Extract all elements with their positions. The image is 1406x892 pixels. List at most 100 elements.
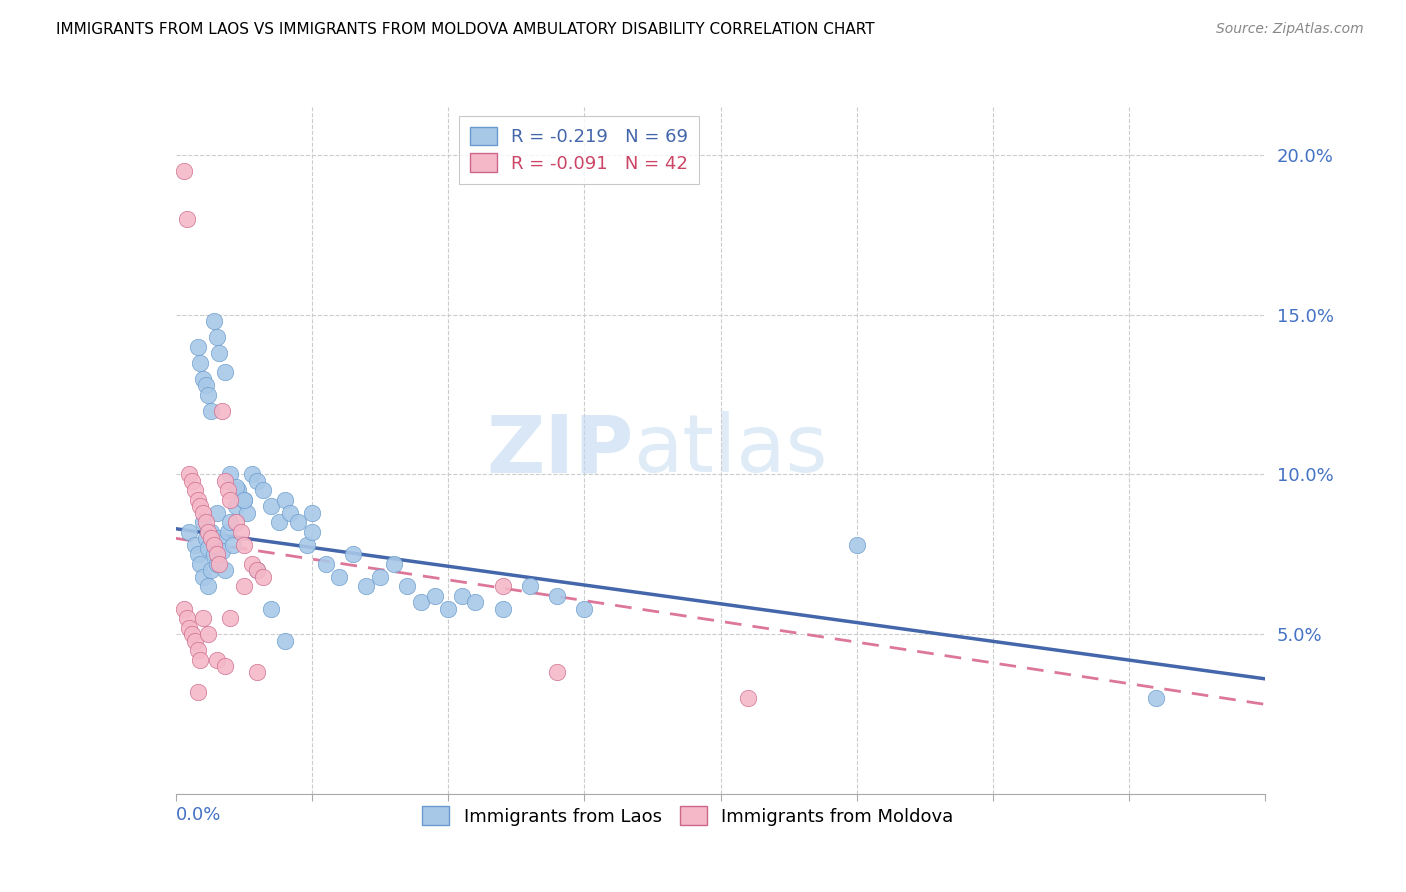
Point xyxy=(546,589,568,603)
Point xyxy=(450,589,472,603)
Point xyxy=(200,563,222,577)
Text: 0.0%: 0.0% xyxy=(176,806,221,824)
Point xyxy=(191,569,214,583)
Point xyxy=(328,569,350,583)
Point xyxy=(356,579,378,593)
Point xyxy=(315,557,337,571)
Point xyxy=(252,569,274,583)
Point xyxy=(188,500,211,514)
Point xyxy=(214,365,236,379)
Text: IMMIGRANTS FROM LAOS VS IMMIGRANTS FROM MOLDOVA AMBULATORY DISABILITY CORRELATIO: IMMIGRANTS FROM LAOS VS IMMIGRANTS FROM … xyxy=(56,22,875,37)
Point xyxy=(202,538,225,552)
Point xyxy=(186,493,209,508)
Point xyxy=(396,579,419,593)
Text: Source: ZipAtlas.com: Source: ZipAtlas.com xyxy=(1216,22,1364,37)
Point xyxy=(231,524,253,539)
Point xyxy=(492,579,515,593)
Point xyxy=(222,538,245,552)
Point xyxy=(184,483,207,498)
Point xyxy=(260,500,283,514)
Point xyxy=(188,557,211,571)
Point xyxy=(186,684,209,698)
Point xyxy=(184,538,207,552)
Point xyxy=(197,541,219,555)
Point xyxy=(214,563,236,577)
Point xyxy=(219,493,242,508)
Point xyxy=(188,356,211,370)
Point xyxy=(217,524,239,539)
Point xyxy=(214,474,236,488)
Point xyxy=(217,483,239,498)
Point xyxy=(176,211,198,226)
Point xyxy=(301,524,323,539)
Point xyxy=(219,516,242,530)
Point xyxy=(246,665,269,680)
Point xyxy=(205,653,228,667)
Point xyxy=(225,480,247,494)
Point xyxy=(368,569,391,583)
Point xyxy=(278,506,301,520)
Point xyxy=(546,665,568,680)
Point xyxy=(295,538,318,552)
Point xyxy=(202,547,225,561)
Point xyxy=(252,483,274,498)
Point xyxy=(519,579,541,593)
Point xyxy=(176,611,198,625)
Point xyxy=(246,474,269,488)
Point xyxy=(194,516,217,530)
Point xyxy=(197,387,219,401)
Point xyxy=(194,531,217,545)
Point xyxy=(179,621,201,635)
Point xyxy=(184,633,207,648)
Point xyxy=(211,403,233,417)
Point xyxy=(232,493,254,508)
Point xyxy=(200,403,222,417)
Point xyxy=(211,544,233,558)
Point xyxy=(186,547,209,561)
Point xyxy=(737,691,759,706)
Point xyxy=(219,611,242,625)
Point xyxy=(181,474,204,488)
Text: ZIP: ZIP xyxy=(486,411,633,490)
Point xyxy=(188,653,211,667)
Point xyxy=(208,557,231,571)
Point xyxy=(200,531,222,545)
Point xyxy=(191,516,214,530)
Point xyxy=(186,643,209,657)
Point xyxy=(197,579,219,593)
Point xyxy=(240,467,263,482)
Point xyxy=(179,467,201,482)
Point xyxy=(205,547,228,561)
Point xyxy=(274,633,297,648)
Point xyxy=(191,371,214,385)
Point xyxy=(228,483,250,498)
Point xyxy=(186,340,209,354)
Point xyxy=(173,164,195,178)
Point xyxy=(574,601,596,615)
Point xyxy=(382,557,405,571)
Point xyxy=(205,506,228,520)
Point xyxy=(845,538,868,552)
Legend: Immigrants from Laos, Immigrants from Moldova: Immigrants from Laos, Immigrants from Mo… xyxy=(415,799,960,833)
Point xyxy=(194,378,217,392)
Point xyxy=(260,601,283,615)
Point xyxy=(225,516,247,530)
Point xyxy=(181,627,204,641)
Point xyxy=(197,627,219,641)
Point xyxy=(274,493,297,508)
Point xyxy=(1144,691,1167,706)
Point xyxy=(232,538,254,552)
Point xyxy=(179,524,201,539)
Point xyxy=(409,595,432,609)
Point xyxy=(342,547,364,561)
Point xyxy=(235,506,257,520)
Point xyxy=(437,601,460,615)
Point xyxy=(492,601,515,615)
Point xyxy=(197,524,219,539)
Point xyxy=(202,314,225,328)
Point xyxy=(191,611,214,625)
Point xyxy=(205,557,228,571)
Point xyxy=(232,493,254,508)
Point xyxy=(173,601,195,615)
Point xyxy=(287,516,309,530)
